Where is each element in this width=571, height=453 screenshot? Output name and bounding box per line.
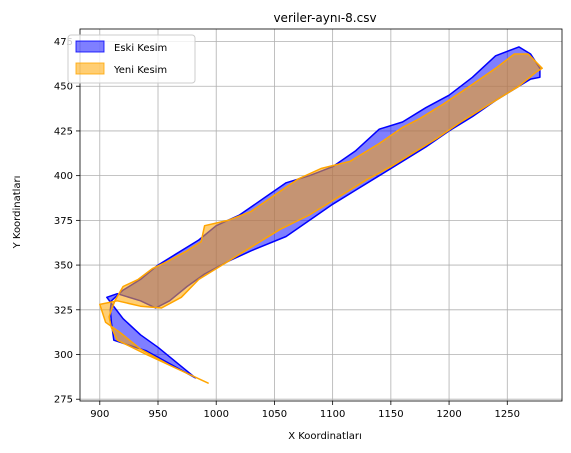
legend-swatch-yeni [75, 62, 105, 75]
x-tick-label: 1050 [262, 409, 287, 420]
legend-label-yeni: Yeni Kesim [113, 65, 167, 76]
x-tick-label: 1150 [378, 409, 403, 420]
y-tick-label: 400 [54, 171, 73, 182]
y-tick-label: 300 [54, 350, 73, 361]
y-tick-label: 350 [54, 261, 73, 272]
x-tick-label: 1250 [495, 409, 520, 420]
axes-layer: 900 950 1000 1050 1100 1150 1200 1250 275 300 325 3… [54, 28, 563, 420]
legend-swatch-eski [75, 40, 105, 53]
y-tick-label: 475 [54, 37, 73, 48]
x-axis-label: X Koordinatları [288, 431, 362, 442]
x-tick-label: 900 [90, 409, 109, 420]
y-tick-label: 375 [54, 216, 73, 227]
x-tick-label: 1000 [203, 409, 228, 420]
series-area-1 [99, 53, 543, 384]
legend-label-eski: Eski Kesim [114, 43, 167, 54]
series-layer [99, 46, 543, 384]
y-tick-label: 325 [54, 305, 73, 316]
y-tick-label: 450 [54, 82, 73, 93]
y-tick-label: 275 [54, 395, 73, 406]
legend: Eski Kesim Yeni Kesim [67, 34, 196, 84]
x-tick-label: 1100 [320, 409, 345, 420]
y-axis-label: Y Koordinatları [12, 176, 23, 250]
y-tick-label: 425 [54, 126, 73, 137]
chart-title: veriler-aynı-8.csv [273, 11, 376, 25]
x-tick-label: 950 [148, 409, 167, 420]
plot-frame [79, 28, 563, 402]
x-tick-label: 1200 [436, 409, 461, 420]
